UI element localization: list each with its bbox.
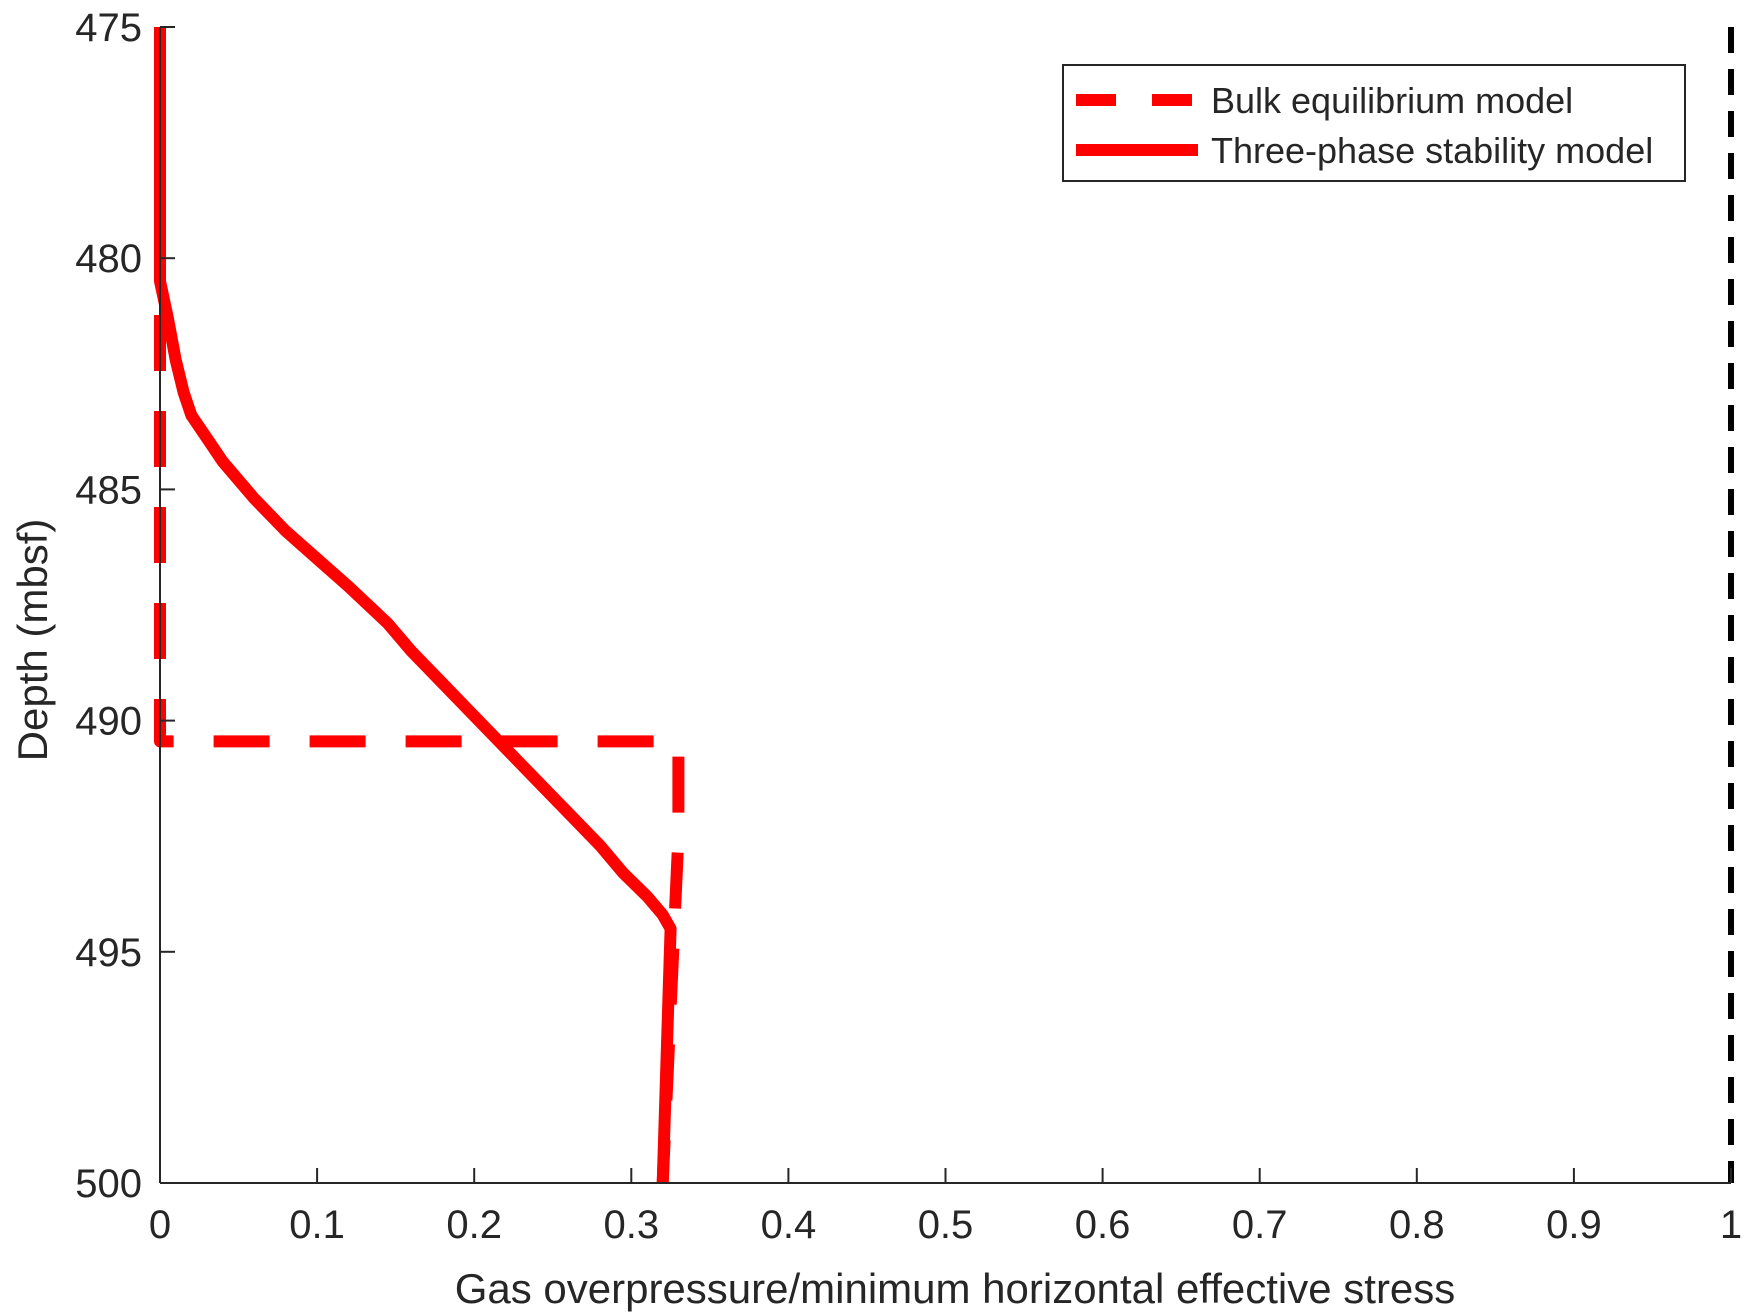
series-layer: [154, 27, 1734, 1184]
series-line-0: [154, 27, 685, 1184]
ticks-layer: 0 0.1 0.2 0.3 0.4 0.5 0.6 0.7 0.8 0.9 1 475 480 485 49…: [75, 6, 1742, 1247]
y-tick-label: 490: [75, 700, 142, 744]
legend-label-1: Three-phase stability model: [1211, 130, 1653, 171]
x-tick-label: 0.8: [1389, 1203, 1445, 1247]
x-tick-label: 0.5: [918, 1203, 974, 1247]
legend-box: [1062, 64, 1686, 182]
x-tick-label: 0.4: [761, 1203, 817, 1247]
x-tick-label: 0.3: [603, 1203, 659, 1247]
y-axis-title: Depth (mbsf): [9, 519, 56, 762]
x-tick-label: 0.6: [1075, 1203, 1131, 1247]
x-tick-label: 0: [149, 1203, 171, 1247]
y-tick-label: 480: [75, 237, 142, 281]
series-line-1: [154, 27, 677, 1184]
x-tick-label: 0.7: [1232, 1203, 1288, 1247]
x-axis-title: Gas overpressure/minimum horizontal effe…: [455, 1265, 1456, 1312]
x-tick-label: 0.1: [289, 1203, 345, 1247]
y-tick-label: 495: [75, 931, 142, 975]
x-tick-label: 0.9: [1546, 1203, 1602, 1247]
legend-label-0: Bulk equilibrium model: [1211, 80, 1573, 121]
y-tick-label: 475: [75, 6, 142, 50]
legend: Bulk equilibrium model Three-phase stabil…: [1062, 64, 1686, 182]
y-tick-label: 485: [75, 468, 142, 512]
x-tick-label: 1: [1720, 1203, 1742, 1247]
x-tick-label: 0.2: [446, 1203, 502, 1247]
axes-layer: [159, 27, 1731, 1184]
y-tick-label: 500: [75, 1162, 142, 1206]
